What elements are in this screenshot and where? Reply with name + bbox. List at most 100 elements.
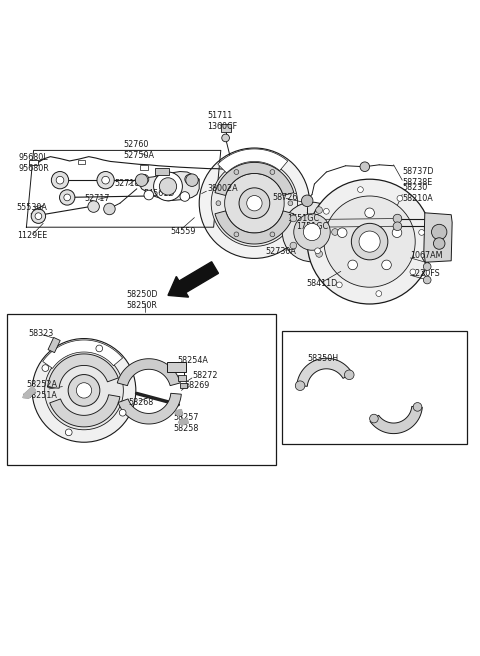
Circle shape [144,190,154,200]
Circle shape [185,174,194,184]
Circle shape [45,351,123,430]
Bar [155,168,169,175]
Circle shape [345,370,354,380]
Circle shape [392,228,402,237]
Polygon shape [48,354,118,388]
Circle shape [348,260,358,270]
Bar [78,159,85,164]
Text: 58252A
58251A: 58252A 58251A [26,380,58,400]
Text: 1067AM: 1067AM [410,251,443,260]
Text: 54559: 54559 [170,226,196,236]
Bar [282,331,467,444]
Circle shape [222,134,229,142]
Polygon shape [215,163,294,195]
Circle shape [382,260,391,270]
Circle shape [154,172,182,201]
Circle shape [31,209,46,223]
Polygon shape [118,394,181,424]
Circle shape [225,173,284,233]
Circle shape [64,194,71,201]
Circle shape [307,179,432,304]
Circle shape [290,215,297,222]
Circle shape [332,229,338,236]
Bar [221,125,231,132]
Circle shape [413,403,422,411]
Circle shape [324,196,415,287]
Text: 58254A: 58254A [178,356,208,365]
Text: 1129EE: 1129EE [17,232,47,240]
Text: 1220FS: 1220FS [410,269,440,277]
Circle shape [159,178,177,195]
Circle shape [96,345,103,352]
Circle shape [393,222,402,230]
Text: 58269: 58269 [185,381,210,390]
Circle shape [294,214,330,250]
Circle shape [199,148,310,258]
Bar [167,361,186,372]
Text: 95680L
95680R: 95680L 95680R [18,154,49,173]
Circle shape [270,170,275,174]
Polygon shape [43,340,122,369]
Bar [7,314,276,465]
Circle shape [211,160,298,247]
Bar [140,165,148,170]
Polygon shape [23,386,36,398]
Circle shape [88,201,99,213]
Circle shape [51,171,69,189]
Circle shape [288,201,293,205]
Circle shape [234,170,239,174]
Polygon shape [215,211,294,244]
Circle shape [376,291,382,297]
Circle shape [393,215,402,223]
Circle shape [432,224,447,239]
Polygon shape [424,213,452,262]
Circle shape [239,188,270,218]
Circle shape [120,409,126,416]
Circle shape [139,174,149,184]
Text: 58323: 58323 [29,329,54,338]
Text: 58268: 58268 [129,398,154,407]
Text: 52730A: 52730A [265,247,296,256]
Text: 58257
58258: 58257 58258 [174,413,199,433]
Circle shape [65,429,72,436]
Circle shape [76,382,92,398]
Text: 52718: 52718 [114,180,140,188]
Text: 58250D
58250R: 58250D 58250R [126,290,158,310]
Circle shape [186,174,198,186]
Circle shape [301,195,313,207]
Circle shape [68,375,100,406]
Circle shape [270,232,275,237]
Circle shape [135,174,148,186]
Circle shape [359,231,380,252]
Text: 38002A: 38002A [207,184,238,194]
Circle shape [419,230,424,236]
Circle shape [423,262,431,270]
Circle shape [410,269,416,275]
Text: 51711
1360CF: 51711 1360CF [207,111,238,131]
Circle shape [336,282,342,288]
Text: 58272: 58272 [192,371,217,380]
Polygon shape [137,171,199,201]
Polygon shape [179,419,188,425]
Polygon shape [175,409,182,415]
Bar [180,383,187,388]
Circle shape [360,162,370,171]
Circle shape [316,251,323,257]
Bar [29,159,38,165]
Bar [178,375,186,380]
Circle shape [370,414,378,423]
Circle shape [60,190,75,205]
Polygon shape [50,395,120,427]
Polygon shape [117,359,180,386]
Circle shape [324,209,329,215]
Text: 1751GC: 1751GC [287,214,319,223]
Circle shape [397,195,403,201]
Circle shape [56,176,64,184]
Circle shape [316,207,323,213]
Text: 54561D: 54561D [143,189,174,198]
Circle shape [104,203,115,215]
Bar [48,337,60,353]
FancyArrow shape [168,262,218,297]
Circle shape [247,195,262,211]
Text: 55530A: 55530A [17,203,48,211]
